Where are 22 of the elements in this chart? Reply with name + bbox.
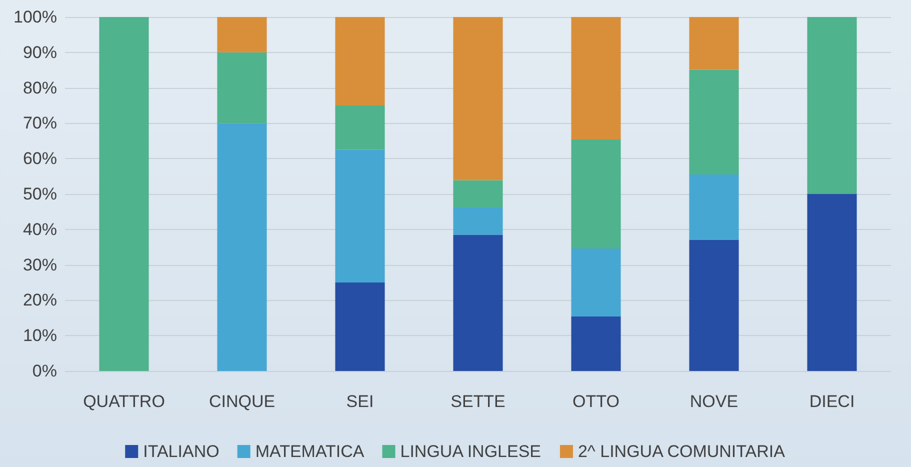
x-tick-label: QUATTRO: [83, 392, 165, 411]
legend-label: 2^ LINGUA COMUNITARIA: [578, 442, 786, 461]
y-tick-label: 80%: [22, 78, 57, 98]
x-tick-label: NOVE: [690, 392, 738, 411]
y-tick-label: 10%: [22, 326, 57, 346]
x-tick-label: SEI: [346, 392, 374, 411]
y-tick-label: 90%: [22, 42, 57, 62]
y-tick-label: 100%: [14, 8, 57, 26]
y-tick-label: 0%: [32, 362, 57, 380]
x-tick-label: CINQUE: [208, 392, 276, 411]
y-tick-label: 50%: [22, 184, 57, 204]
x-tick-label: OTTO: [572, 392, 620, 411]
legend-label: MATEMATICA: [255, 442, 365, 461]
x-tick-label: DIECI: [809, 392, 855, 411]
y-tick-label: 70%: [22, 114, 57, 133]
legend-label: LINGUA INGLESE: [400, 442, 542, 461]
legend-label: ITALIANO: [143, 442, 220, 461]
y-tick-label: 20%: [22, 290, 57, 310]
x-tick-label: SETTE: [450, 392, 506, 411]
y-tick-label: 30%: [22, 255, 57, 274]
y-tick-label: 60%: [22, 149, 57, 168]
y-tick-label: 40%: [22, 220, 57, 239]
